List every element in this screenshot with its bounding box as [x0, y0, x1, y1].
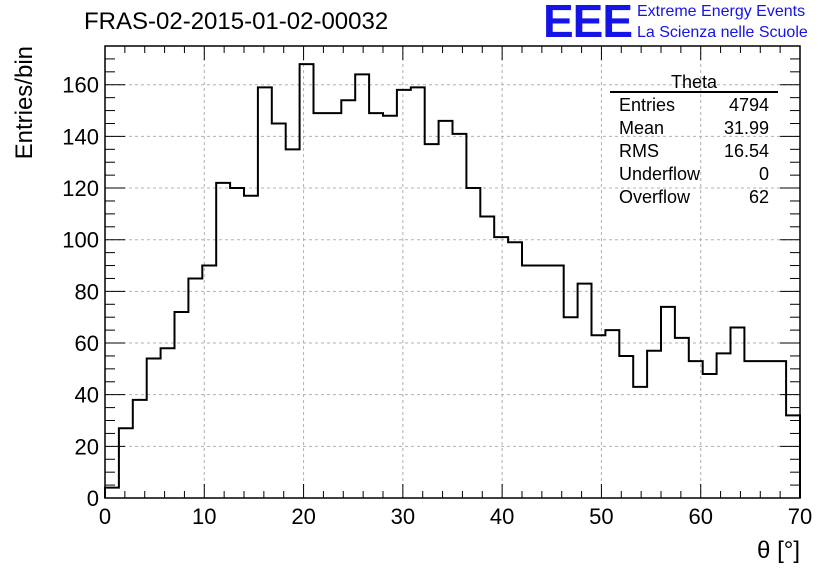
histogram-bin: [536, 266, 550, 498]
histogram-bin: [522, 266, 536, 498]
x-tick-label: 60: [688, 504, 712, 529]
y-tick-label: 20: [75, 434, 99, 459]
x-tick-label: 70: [788, 504, 812, 529]
histogram-bin: [133, 400, 147, 498]
logo-line-2: La Scienza nelle Scuole: [637, 24, 808, 41]
stats-label: Mean: [619, 118, 665, 138]
run-title: FRAS-02-2015-01-02-00032: [84, 8, 389, 35]
histogram-bin: [397, 90, 411, 498]
stats-row-mean: Mean 31.99: [610, 118, 778, 141]
stats-value: 16.54: [723, 141, 769, 161]
histogram-bin: [286, 149, 300, 498]
histogram-bin: [605, 330, 619, 498]
histogram-bin: [480, 216, 494, 498]
y-tick-label: 60: [75, 331, 99, 356]
histogram-bin: [327, 113, 341, 498]
histogram-bin: [717, 353, 731, 498]
y-tick-label: 120: [62, 176, 99, 201]
histogram-bin: [258, 87, 272, 498]
x-tick-label: 20: [291, 504, 315, 529]
histogram-bin: [300, 64, 314, 498]
stats-row-entries: Entries 4794: [610, 95, 778, 118]
y-tick-label: 100: [62, 228, 99, 253]
stats-row-underflow: Underflow 0: [610, 164, 778, 187]
x-tick-label: 10: [192, 504, 216, 529]
y-axis-label: Entries/bin: [11, 46, 38, 159]
stats-value: 4794: [728, 95, 769, 115]
histogram-bin: [119, 428, 133, 498]
histogram-bin: [383, 116, 397, 498]
histogram-bin: [272, 123, 286, 498]
y-tick-label: 160: [62, 73, 99, 98]
histogram-bin: [494, 237, 508, 498]
x-tick-label: 40: [490, 504, 514, 529]
y-tick-label: 140: [62, 124, 99, 149]
histogram-bin: [314, 113, 328, 498]
histogram-bin: [647, 351, 661, 498]
stats-label: Underflow: [619, 164, 701, 184]
plot-frame: [104, 45, 801, 499]
stats-row-rms: RMS 16.54: [610, 141, 778, 164]
histogram-bin: [355, 74, 369, 498]
histogram-bin: [633, 387, 647, 498]
histogram-bin: [466, 188, 480, 498]
histogram-bin: [661, 307, 675, 498]
histogram-bin: [578, 284, 592, 498]
histogram-bin: [230, 188, 244, 498]
stats-value: 0: [758, 164, 769, 184]
x-axis-label: θ [°]: [757, 537, 800, 564]
histogram-bin: [202, 266, 216, 498]
histogram-bin: [161, 348, 175, 498]
x-tick-label: 50: [589, 504, 613, 529]
y-tick-label: 40: [75, 383, 99, 408]
histogram-bin: [703, 374, 717, 498]
histogram-bin: [758, 361, 772, 498]
histogram-bin: [425, 144, 439, 498]
stats-label: Entries: [619, 95, 676, 115]
histogram-bin: [147, 359, 161, 498]
histogram-bin: [619, 356, 633, 498]
histogram-bin: [341, 100, 355, 498]
stats-row-overflow: Overflow 62: [610, 187, 778, 210]
histogram-bin: [175, 312, 189, 498]
stats-label: RMS: [619, 141, 659, 161]
histogram-bin: [564, 317, 578, 498]
stats-title: Theta: [670, 72, 718, 92]
stats-box: Theta Entries 4794 Mean 31.99 RMS 16.54 …: [610, 72, 778, 210]
histogram-bin: [744, 361, 758, 498]
histogram-bin: [731, 328, 745, 498]
histogram-bin: [550, 266, 564, 498]
histogram-bin: [411, 87, 425, 498]
histogram-bin: [188, 278, 202, 498]
y-tick-label: 0: [87, 486, 99, 511]
histogram-bin: [786, 415, 800, 498]
y-tick-label: 80: [75, 279, 99, 304]
stats-value: 62: [748, 187, 769, 207]
logo-line-1: Extreme Energy Events: [637, 3, 806, 20]
histogram-outline: [104, 63, 801, 498]
histogram-bin: [453, 134, 467, 498]
stats-divider: [610, 91, 778, 93]
x-tick-label: 0: [99, 504, 111, 529]
histogram-bin: [105, 488, 119, 498]
histogram-bin: [592, 335, 606, 498]
histogram-bin: [244, 196, 258, 498]
x-tick-label: 30: [391, 504, 415, 529]
eee-logo: EEE: [543, 0, 633, 47]
histogram-bin: [439, 121, 453, 498]
histogram-bin: [369, 113, 383, 498]
histogram-bin: [772, 361, 786, 498]
histogram-bin: [689, 361, 703, 498]
stats-label: Overflow: [619, 187, 691, 207]
stats-value: 31.99: [723, 118, 769, 138]
histogram-bin: [675, 338, 689, 498]
histogram-bin: [216, 183, 230, 498]
histogram-bin: [508, 242, 522, 498]
